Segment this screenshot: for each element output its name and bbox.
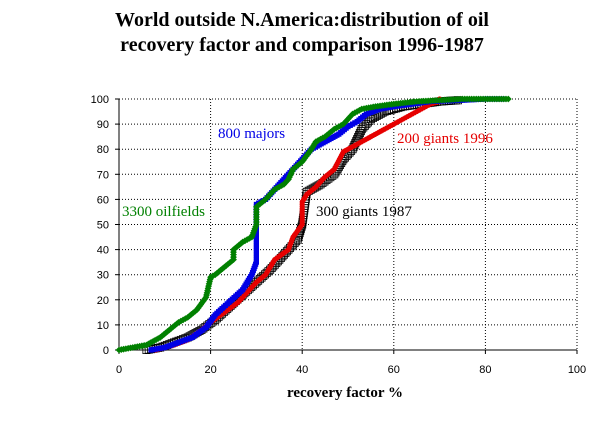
chart-title-line2: recovery factor and comparison 1996-1987 — [120, 34, 484, 56]
y-tick-label: 30 — [97, 270, 109, 282]
y-tick-label: 0 — [103, 345, 109, 357]
y-tick-label: 20 — [97, 295, 109, 307]
data-point — [241, 237, 249, 245]
tick-labels: 0 10 20 30 40 50 60 70 80 90 100 0 20 40 60 80 100 — [91, 94, 587, 376]
data-point — [319, 134, 327, 142]
data-point — [354, 131, 363, 140]
data-point — [179, 316, 187, 324]
data-marks — [115, 95, 512, 354]
y-tick-label: 80 — [97, 144, 109, 156]
data-point — [312, 138, 320, 146]
annotation-300-giants-1987: 300 giants 1987 — [316, 204, 412, 220]
data-point — [333, 124, 340, 132]
series-3300-oilfields — [115, 95, 512, 354]
annotation-200-giants-1996: 200 giants 1996 — [397, 131, 493, 147]
x-tick-label: 0 — [116, 364, 122, 376]
x-tick-label: 80 — [479, 364, 491, 376]
y-tick-label: 40 — [97, 245, 109, 257]
data-point — [275, 183, 283, 191]
annotation-800-majors: 800 majors — [218, 126, 286, 142]
data-point — [337, 121, 345, 129]
x-tick-label: 60 — [388, 364, 400, 376]
axes — [115, 98, 578, 354]
y-tick-label: 10 — [97, 320, 109, 332]
y-tick-label: 60 — [97, 194, 109, 206]
x-tick-label: 40 — [296, 364, 308, 376]
y-tick-label: 90 — [97, 119, 109, 131]
y-tick-label: 50 — [97, 220, 109, 232]
x-axis-label: recovery factor % — [286, 385, 404, 401]
data-point — [504, 95, 512, 103]
data-point — [239, 238, 247, 246]
data-point — [175, 318, 182, 326]
data-point — [182, 315, 189, 323]
x-tick-label: 100 — [568, 364, 586, 376]
gridlines — [119, 98, 578, 350]
chart-title-line1: World outside N.America:distribution of … — [115, 9, 489, 31]
y-tick-label: 70 — [97, 169, 109, 181]
data-point — [351, 109, 359, 117]
chart-title: World outside N.America:distribution of … — [0, 8, 604, 58]
annotation-3300-oilfields: 3300 oilfields — [122, 204, 205, 220]
x-tick-label: 20 — [204, 364, 216, 376]
y-tick-label: 100 — [91, 94, 109, 106]
data-point — [317, 135, 324, 143]
